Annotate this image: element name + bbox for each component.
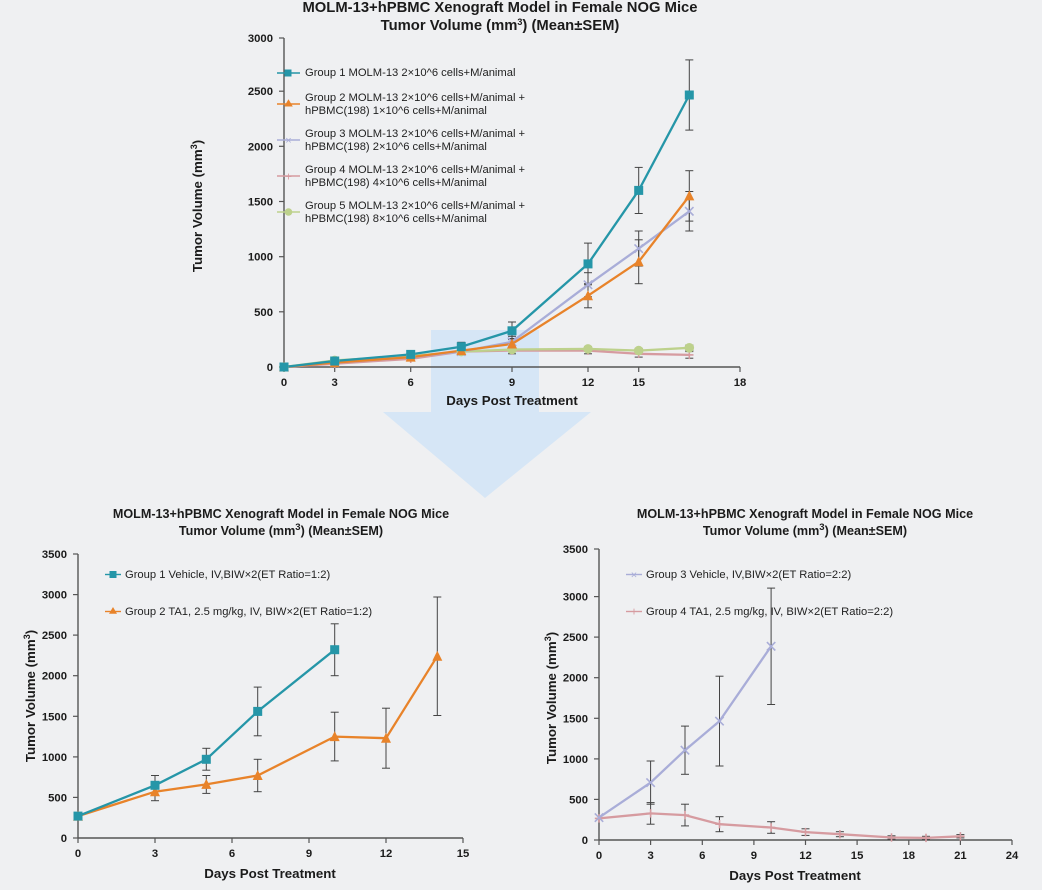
svg-text:hPBMC(198) 2×10^6 cells+M/anim: hPBMC(198) 2×10^6 cells+M/animal	[305, 141, 487, 153]
svg-text:9: 9	[306, 848, 312, 860]
svg-text:12: 12	[799, 850, 812, 862]
svg-text:Tumor Volume (mm3) (Mean±SEM): Tumor Volume (mm3) (Mean±SEM)	[381, 17, 620, 34]
svg-text:hPBMC(198) 8×10^6 cells+M/anim: hPBMC(198) 8×10^6 cells+M/animal	[305, 213, 487, 225]
svg-text:0: 0	[596, 850, 602, 862]
svg-text:hPBMC(198) 4×10^6 cells+M/anim: hPBMC(198) 4×10^6 cells+M/animal	[305, 177, 487, 189]
svg-text:6: 6	[408, 377, 414, 389]
svg-text:Group 3 Vehicle, IV,BIW×2(ET R: Group 3 Vehicle, IV,BIW×2(ET Ratio=2:2)	[646, 569, 851, 581]
svg-text:0: 0	[582, 835, 588, 847]
svg-text:+: +	[630, 605, 637, 619]
svg-text:Tumor Volume (mm3) (Mean±SEM): Tumor Volume (mm3) (Mean±SEM)	[179, 522, 383, 539]
svg-text:500: 500	[254, 307, 273, 319]
svg-text:6: 6	[699, 850, 705, 862]
svg-text:3: 3	[647, 850, 653, 862]
svg-text:9: 9	[509, 377, 515, 389]
svg-text:15: 15	[457, 848, 470, 860]
svg-text:3500: 3500	[42, 549, 67, 561]
svg-text:21: 21	[954, 850, 967, 862]
svg-text:3500: 3500	[563, 544, 588, 556]
svg-text:3: 3	[332, 377, 338, 389]
svg-text:1500: 1500	[563, 713, 588, 725]
svg-text:500: 500	[569, 794, 588, 806]
svg-text:18: 18	[734, 377, 747, 389]
svg-text:2500: 2500	[563, 632, 588, 644]
svg-text:×: ×	[631, 570, 637, 582]
svg-text:2500: 2500	[248, 86, 273, 98]
svg-text:3000: 3000	[248, 33, 273, 45]
svg-text:Group 5 MOLM-13 2×10^6 cells+: Group 5 MOLM-13 2×10^6 cells+M/animal +	[305, 200, 525, 212]
svg-text:Group 1 MOLM-13 2×10^6 cells+: Group 1 MOLM-13 2×10^6 cells+M/animal	[305, 67, 515, 79]
svg-text:1500: 1500	[42, 711, 67, 723]
svg-text:2000: 2000	[563, 673, 588, 685]
svg-text:Group 4 TA1, 2.5 mg/kg, IV, BI: Group 4 TA1, 2.5 mg/kg, IV, BIW×2(ET Rat…	[646, 606, 893, 618]
svg-text:MOLM-13+hPBMC Xenograft Model: MOLM-13+hPBMC Xenograft Model in Female …	[637, 507, 973, 521]
svg-text:1000: 1000	[42, 752, 67, 764]
svg-text:Group 4 MOLM-13 2×10^6 cells+: Group 4 MOLM-13 2×10^6 cells+M/animal +	[305, 164, 525, 176]
svg-text:0: 0	[267, 362, 273, 374]
svg-text:×: ×	[285, 135, 291, 147]
svg-text:Group 2 MOLM-13 2×10^6 cells+: Group 2 MOLM-13 2×10^6 cells+M/animal +	[305, 92, 525, 104]
svg-text:Tumor Volume (mm3): Tumor Volume (mm3)	[543, 632, 559, 764]
svg-text:12: 12	[582, 377, 595, 389]
svg-text:3000: 3000	[563, 592, 588, 604]
svg-text:18: 18	[903, 850, 916, 862]
svg-text:Group 1 Vehicle, IV,BIW×2(ET R: Group 1 Vehicle, IV,BIW×2(ET Ratio=1:2)	[125, 569, 330, 581]
svg-text:+: +	[285, 170, 292, 184]
svg-text:3000: 3000	[42, 590, 67, 602]
svg-text:2000: 2000	[42, 671, 67, 683]
svg-text:9: 9	[751, 850, 757, 862]
svg-text:0: 0	[61, 833, 67, 845]
svg-text:Tumor Volume (mm3): Tumor Volume (mm3)	[22, 630, 38, 762]
svg-text:1000: 1000	[563, 754, 588, 766]
svg-text:1500: 1500	[248, 197, 273, 209]
svg-text:2000: 2000	[248, 141, 273, 153]
svg-text:MOLM-13+hPBMC Xenograft Model: MOLM-13+hPBMC Xenograft Model in Female …	[113, 507, 449, 521]
svg-text:Days Post Treatment: Days Post Treatment	[446, 393, 578, 408]
svg-text:15: 15	[632, 377, 645, 389]
svg-text:Days Post Treatment: Days Post Treatment	[729, 868, 861, 883]
svg-text:3: 3	[152, 848, 158, 860]
svg-text:Group 2 TA1, 2.5 mg/kg, IV, BI: Group 2 TA1, 2.5 mg/kg, IV, BIW×2(ET Rat…	[125, 606, 372, 618]
svg-text:1000: 1000	[248, 252, 273, 264]
svg-text:Tumor Volume (mm3) (Mean±SEM): Tumor Volume (mm3) (Mean±SEM)	[703, 522, 907, 539]
svg-text:Tumor Volume (mm3): Tumor Volume (mm3)	[189, 140, 205, 272]
svg-text:6: 6	[229, 848, 235, 860]
svg-text:15: 15	[851, 850, 864, 862]
svg-text:2500: 2500	[42, 630, 67, 642]
svg-text:0: 0	[75, 848, 81, 860]
svg-text:12: 12	[380, 848, 393, 860]
svg-text:hPBMC(198) 1×10^6 cells+M/anim: hPBMC(198) 1×10^6 cells+M/animal	[305, 105, 487, 117]
svg-text:Group 3 MOLM-13 2×10^6 cells+: Group 3 MOLM-13 2×10^6 cells+M/animal +	[305, 128, 525, 140]
svg-text:MOLM-13+hPBMC Xenograft Model: MOLM-13+hPBMC Xenograft Model in Female …	[302, 0, 697, 16]
svg-text:24: 24	[1006, 850, 1019, 862]
svg-text:Days Post Treatment: Days Post Treatment	[204, 866, 336, 881]
svg-text:500: 500	[48, 792, 67, 804]
svg-text:0: 0	[281, 377, 287, 389]
